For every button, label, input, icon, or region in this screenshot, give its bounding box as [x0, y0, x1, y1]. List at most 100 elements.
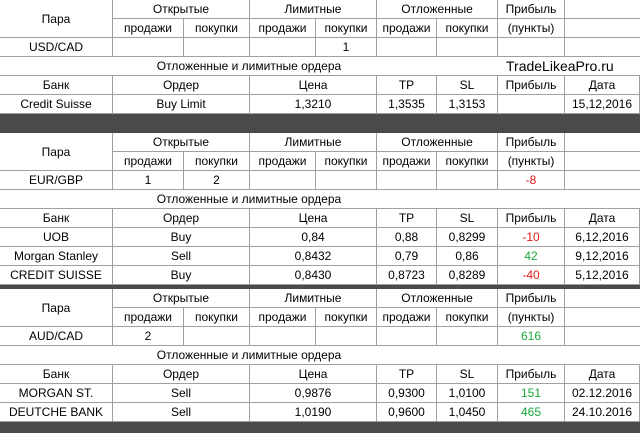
buy-subheader[interactable]: покупки — [184, 308, 250, 327]
date-column-header[interactable]: Дата — [565, 76, 640, 95]
pair-profit-value[interactable]: -8 — [498, 171, 565, 190]
order-bank[interactable]: Credit Suisse — [0, 95, 113, 114]
order-order[interactable]: Buy — [113, 266, 250, 285]
profit-header[interactable]: Прибыль — [498, 0, 565, 19]
order-tp[interactable]: 0,88 — [377, 228, 437, 247]
limit-sell-value[interactable] — [250, 38, 316, 57]
limit-header[interactable]: Лимитные — [250, 133, 377, 152]
empty-cell[interactable] — [565, 289, 640, 308]
pend-sell-value[interactable] — [377, 327, 437, 346]
order-column-header[interactable]: Ордер — [113, 365, 250, 384]
sell-subheader[interactable]: продажи — [377, 308, 437, 327]
pend-buy-value[interactable] — [437, 171, 498, 190]
pair-header[interactable]: Пара — [0, 0, 113, 38]
empty-cell[interactable] — [498, 190, 640, 209]
pair-header[interactable]: Пара — [0, 289, 113, 327]
order-date[interactable]: 9,12,2016 — [565, 247, 640, 266]
profit-column-header[interactable]: Прибыль — [498, 209, 565, 228]
pair-profit-value[interactable]: 616 — [498, 327, 565, 346]
buy-subheader[interactable]: покупки — [316, 308, 377, 327]
orders-caption[interactable]: Отложенные и лимитные ордера — [0, 190, 498, 209]
empty-cell[interactable] — [565, 19, 640, 38]
empty-cell[interactable] — [498, 346, 640, 365]
sell-subheader[interactable]: продажи — [113, 152, 184, 171]
empty-cell[interactable] — [565, 152, 640, 171]
order-sl[interactable]: 0,86 — [437, 247, 498, 266]
points-subheader[interactable]: (пункты) — [498, 19, 565, 38]
order-price[interactable]: 0,84 — [250, 228, 377, 247]
order-profit[interactable]: 465 — [498, 403, 565, 422]
limit-buy-value[interactable] — [316, 171, 377, 190]
open-buy-value[interactable] — [184, 327, 250, 346]
empty-cell[interactable] — [565, 327, 640, 346]
order-profit[interactable]: -10 — [498, 228, 565, 247]
sell-subheader[interactable]: продажи — [113, 19, 184, 38]
order-bank[interactable]: Morgan Stanley — [0, 247, 113, 266]
brand-watermark[interactable]: TradeLikeaPro.ru — [498, 57, 640, 76]
sl-column-header[interactable]: SL — [437, 76, 498, 95]
open-buy-value[interactable] — [184, 38, 250, 57]
order-tp[interactable]: 0,9600 — [377, 403, 437, 422]
bank-column-header[interactable]: Банк — [0, 76, 113, 95]
date-column-header[interactable]: Дата — [565, 365, 640, 384]
tp-column-header[interactable]: TP — [377, 76, 437, 95]
order-date[interactable]: 5,12,2016 — [565, 266, 640, 285]
tp-column-header[interactable]: TP — [377, 209, 437, 228]
bank-column-header[interactable]: Банк — [0, 365, 113, 384]
points-subheader[interactable]: (пункты) — [498, 152, 565, 171]
limit-sell-value[interactable] — [250, 171, 316, 190]
order-column-header[interactable]: Ордер — [113, 209, 250, 228]
pend-sell-value[interactable] — [377, 38, 437, 57]
order-date[interactable]: 6,12,2016 — [565, 228, 640, 247]
pair-value[interactable]: AUD/CAD — [0, 327, 113, 346]
price-column-header[interactable]: Цена — [250, 76, 377, 95]
order-profit[interactable]: -40 — [498, 266, 565, 285]
order-tp[interactable]: 0,9300 — [377, 384, 437, 403]
bank-column-header[interactable]: Банк — [0, 209, 113, 228]
open-header[interactable]: Открытые — [113, 0, 250, 19]
order-order[interactable]: Sell — [113, 384, 250, 403]
order-sl[interactable]: 1,0450 — [437, 403, 498, 422]
order-order[interactable]: Buy Limit — [113, 95, 250, 114]
pending-header[interactable]: Отложенные — [377, 0, 498, 19]
order-sl[interactable]: 0,8289 — [437, 266, 498, 285]
order-price[interactable]: 1,0190 — [250, 403, 377, 422]
order-sl[interactable]: 1,0100 — [437, 384, 498, 403]
limit-header[interactable]: Лимитные — [250, 289, 377, 308]
open-buy-value[interactable]: 2 — [184, 171, 250, 190]
order-order[interactable]: Buy — [113, 228, 250, 247]
limit-buy-value[interactable] — [316, 327, 377, 346]
profit-header[interactable]: Прибыль — [498, 133, 565, 152]
points-subheader[interactable]: (пункты) — [498, 308, 565, 327]
buy-subheader[interactable]: покупки — [184, 19, 250, 38]
pair-value[interactable]: USD/CAD — [0, 38, 113, 57]
pend-buy-value[interactable] — [437, 327, 498, 346]
order-bank[interactable]: UOB — [0, 228, 113, 247]
order-profit[interactable]: 42 — [498, 247, 565, 266]
order-bank[interactable]: DEUTCHE BANK — [0, 403, 113, 422]
pair-profit-value[interactable] — [498, 38, 565, 57]
order-sl[interactable]: 1,3153 — [437, 95, 498, 114]
empty-cell[interactable] — [565, 38, 640, 57]
order-order[interactable]: Sell — [113, 403, 250, 422]
order-price[interactable]: 1,3210 — [250, 95, 377, 114]
price-column-header[interactable]: Цена — [250, 209, 377, 228]
empty-cell[interactable] — [565, 0, 640, 19]
orders-caption[interactable]: Отложенные и лимитные ордера — [0, 346, 498, 365]
sell-subheader[interactable]: продажи — [377, 19, 437, 38]
order-profit[interactable]: 151 — [498, 384, 565, 403]
open-sell-value[interactable] — [113, 38, 184, 57]
empty-cell[interactable] — [565, 133, 640, 152]
profit-column-header[interactable]: Прибыль — [498, 76, 565, 95]
sell-subheader[interactable]: продажи — [113, 308, 184, 327]
limit-sell-value[interactable] — [250, 327, 316, 346]
profit-column-header[interactable]: Прибыль — [498, 365, 565, 384]
buy-subheader[interactable]: покупки — [437, 19, 498, 38]
order-tp[interactable]: 1,3535 — [377, 95, 437, 114]
limit-header[interactable]: Лимитные — [250, 0, 377, 19]
order-tp[interactable]: 0,8723 — [377, 266, 437, 285]
buy-subheader[interactable]: покупки — [437, 152, 498, 171]
buy-subheader[interactable]: покупки — [316, 152, 377, 171]
empty-cell[interactable] — [565, 308, 640, 327]
orders-caption[interactable]: Отложенные и лимитные ордера — [0, 57, 498, 76]
